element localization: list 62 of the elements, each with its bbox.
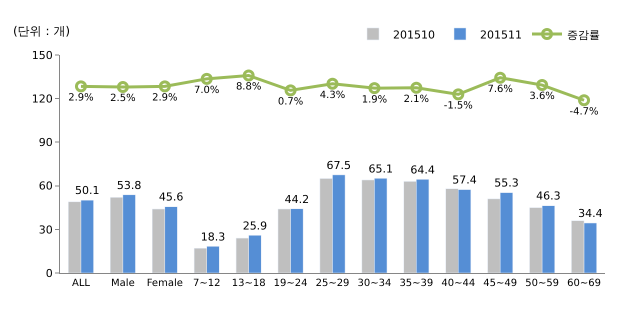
- point: [116, 81, 129, 94]
- data-label: 2.1%: [404, 94, 430, 105]
- y-axis-title: (단위 : 개): [13, 24, 70, 38]
- point: [494, 72, 506, 84]
- legend-label: 201510: [393, 28, 435, 42]
- y-tick-label: 90: [38, 136, 53, 150]
- x-tick-label: Male: [111, 278, 135, 289]
- y-tick-label: 150: [32, 48, 53, 62]
- data-label: -4.7%: [570, 106, 599, 118]
- x-tick-label: 25~29: [316, 278, 350, 289]
- point: [284, 84, 297, 96]
- point: [242, 70, 255, 82]
- legend-label: 201511: [480, 28, 522, 42]
- point: [536, 79, 548, 92]
- data-label: 2.9%: [152, 92, 178, 104]
- data-label: 4.3%: [320, 90, 346, 101]
- data-label: 34.4: [578, 207, 603, 220]
- y-tick-label: 60: [38, 180, 53, 193]
- y-tick-label: 30: [38, 223, 53, 236]
- data-label: 50.1: [75, 184, 100, 198]
- x-tick-label: ALL: [72, 278, 90, 289]
- point: [158, 80, 171, 92]
- data-label: -1.5%: [444, 100, 473, 112]
- point: [74, 80, 87, 92]
- data-label: 3.6%: [529, 91, 555, 102]
- x-tick-label: 50~59: [525, 278, 560, 289]
- data-label: 1.9%: [362, 94, 388, 106]
- data-label: 65.1: [368, 162, 393, 176]
- point: [452, 88, 464, 100]
- x-tick-label: 35~39: [399, 278, 434, 289]
- x-tick-label: 13~18: [232, 278, 266, 289]
- y-tick-label: 120: [32, 92, 53, 106]
- data-label: 2.9%: [68, 92, 94, 104]
- data-label: 8.8%: [236, 82, 262, 93]
- data-label: 45.6: [158, 190, 184, 204]
- data-label: 2.5%: [110, 93, 136, 104]
- x-tick-label: 45~49: [483, 278, 518, 289]
- x-tick-label: 40~44: [441, 278, 476, 289]
- point: [410, 82, 422, 94]
- point: [368, 82, 380, 94]
- x-tick-label: 30~34: [358, 278, 392, 289]
- data-label: 18.3: [200, 230, 226, 244]
- data-label: 44.2: [284, 192, 310, 206]
- data-label: 7.6%: [487, 84, 513, 95]
- data-label: 64.4: [410, 163, 435, 176]
- x-tick-label: 19~24: [274, 278, 308, 289]
- point: [578, 94, 590, 106]
- x-tick-label: 7~12: [192, 278, 220, 289]
- data-label: 7.0%: [194, 84, 220, 96]
- data-label: 67.5: [326, 158, 352, 172]
- data-label: 25.9: [242, 219, 268, 232]
- data-label: 57.4: [452, 174, 477, 187]
- data-label: 0.7%: [278, 96, 304, 108]
- data-label: 46.3: [536, 190, 561, 203]
- legend-label: 증감률: [567, 28, 600, 42]
- data-label: 55.3: [494, 176, 519, 190]
- y-tick-label: 0: [46, 266, 53, 280]
- x-tick-label: Female: [146, 278, 183, 289]
- x-tick-label: 60~69: [567, 278, 601, 289]
- point: [326, 78, 338, 90]
- point: [200, 72, 213, 85]
- data-label: 53.8: [116, 178, 142, 192]
